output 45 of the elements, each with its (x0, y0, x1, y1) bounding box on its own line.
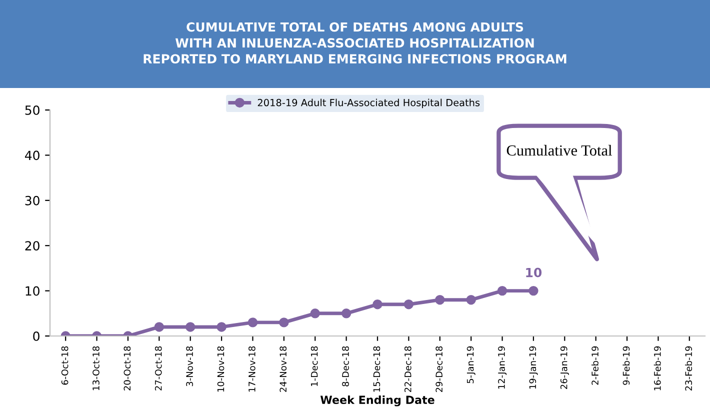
x-tick-label: 27-Oct-18 (154, 346, 162, 390)
point (497, 286, 508, 296)
x-tick-label: 3-Nov-18 (186, 346, 193, 386)
x-tick-label: 9-Feb-19 (622, 346, 630, 385)
data-label: 10 (526, 268, 542, 278)
x-tick-label: 29-Dec-18 (436, 346, 442, 392)
y-tick-label: 10 (26, 286, 40, 296)
point (279, 318, 289, 328)
x-tick-label: 17-Nov-18 (248, 346, 256, 392)
x-tick-label: 1-Dec-18 (310, 346, 318, 386)
point (372, 300, 382, 310)
point (185, 322, 196, 332)
chart-title: CUMULATIVE TOTAL OF DEATHS AMONG ADULTS WITH AN INLUENZA-ASSOCIATED HOSPITALIZATION REPORTED TO MARYLAND EMERGING INFECTIONS PROGRAM (144, 22, 566, 64)
x-tick-label: 2-Feb-19 (591, 346, 598, 385)
x-axis-title: Week Ending Date (320, 395, 434, 406)
x-tick-label: 10-Nov-18 (217, 346, 224, 392)
x-tick-label: 15-Dec-18 (373, 346, 380, 392)
x-tick-label: 19-Jan-19 (529, 346, 538, 389)
point (248, 318, 258, 328)
x-tick-label: 13-Oct-18 (92, 346, 100, 390)
legend-label: 2018-19 Adult Flu-Associated Hospital Deaths (258, 98, 480, 108)
x-tick-label: 12-Jan-19 (498, 346, 507, 389)
point (404, 300, 414, 310)
point (341, 308, 352, 318)
x-tick-label: 16-Feb-19 (654, 346, 661, 390)
x-tick-label: 22-Dec-18 (404, 346, 412, 392)
point (466, 294, 476, 305)
x-tick-label: 24-Nov-18 (280, 346, 287, 392)
x-tick-label: 20-Oct-18 (124, 346, 131, 390)
x-tick-label: 5-Jan-19 (466, 346, 476, 384)
y-tick-label: 20 (25, 241, 40, 251)
y-tick-label: 30 (25, 196, 40, 206)
x-tick-label: 6-Oct-18 (61, 346, 68, 385)
point (435, 294, 445, 305)
x-tick-label: 26-Jan-19 (560, 346, 569, 389)
annotation: Cumulative Total (506, 144, 612, 156)
y-tick-label: 50 (25, 105, 40, 115)
y-tick-label: 40 (24, 150, 40, 160)
point (154, 322, 164, 332)
y-tick-label: 0 (33, 331, 40, 341)
point (528, 286, 538, 296)
x-tick-label: 23-Feb-19 (685, 346, 692, 391)
point (216, 322, 226, 332)
x-tick-label: 8-Dec-18 (342, 346, 349, 386)
point (310, 308, 320, 318)
